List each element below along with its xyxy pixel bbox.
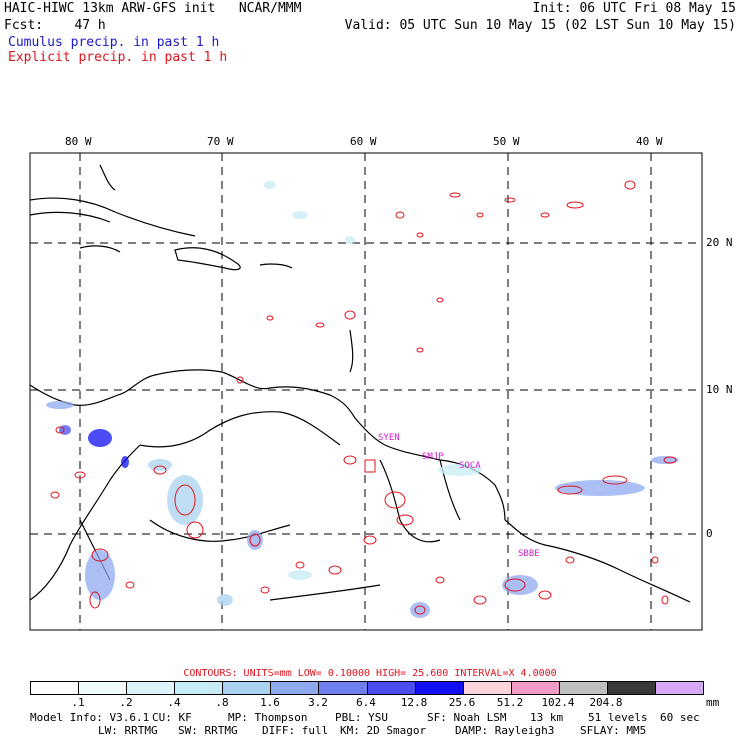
brazil-coast [504,519,691,603]
south-america-north-coast [29,369,356,419]
init-time: Init: 06 UTC Fri 08 May 15 [532,1,737,16]
scale-label: .1 [71,696,85,709]
color-scale [30,681,704,695]
lon-label-40w: 40 W [636,135,663,148]
lat-label-20n: 20 N [706,236,733,249]
guyana-border [379,459,441,543]
forecast-hour: Fcst: 47 h [4,18,106,33]
colombia-border [149,519,291,542]
scale-swatch [559,682,608,694]
scale-label: 25.6 [448,696,476,709]
hispaniola [174,247,241,271]
scale-label: 102.4 [541,696,575,709]
model-info-lw: LW: RRTMG [98,724,158,737]
lon-label-50w: 50 W [493,135,520,148]
model-info-mp: MP: Thompson [228,711,308,724]
lat-label-0: 0 [706,527,713,540]
lon-label-70w: 70 W [207,135,234,148]
scale-swatch [319,682,368,694]
model-info-timestep: 60 sec [660,711,700,724]
lon-label-80w: 80 W [65,135,92,148]
scale-swatch [31,682,80,694]
model-info-pbl: PBL: YSU [335,711,388,724]
puerto-rico [259,263,293,269]
model-info-version: Model Info: V3.6.1 [30,711,150,724]
scale-swatch [175,682,224,694]
model-info-sw: SW: RRTMG [178,724,238,737]
graticule [30,153,702,630]
scale-label: 1.6 [260,696,280,709]
scale-label: .4 [167,696,181,709]
coastlines [29,164,691,603]
lesser-antilles [349,329,354,373]
model-info-km: KM: 2D Smagor [340,724,427,737]
scale-swatch [127,682,176,694]
scale-label: 3.2 [308,696,328,709]
scale-label: 51.2 [496,696,524,709]
scale-label: 12.8 [400,696,428,709]
bahamas [99,164,116,191]
scale-swatch [223,682,272,694]
model-info-damp: DAMP: Rayleigh3 [455,724,555,737]
scale-swatch [79,682,128,694]
scale-swatch [511,682,560,694]
scale-swatch [367,682,416,694]
explicit-precip [50,180,677,615]
station-sbbe: SBBE [518,549,540,559]
model-info-sf: SF: Noah LSM [427,711,507,724]
scale-unit: mm [706,696,720,709]
model-info-res: 13 km [530,711,564,724]
scale-swatch [415,682,464,694]
model-title: HAIC-HIWC 13km ARW-GFS init NCAR/MMM [4,1,302,16]
model-info-sflay: SFLAY: MM5 [580,724,647,737]
legend-cumulus: Cumulus precip. in past 1 h [8,35,220,50]
model-info-diff: DIFF: full [262,724,329,737]
contour-info: CONTOURS: UNITS=mm LOW= 0.10000 HIGH= 25… [183,668,557,679]
scale-swatch [656,682,704,694]
scale-swatch [607,682,657,694]
station-syen: SYEN [378,433,400,443]
scale-swatch [271,682,320,694]
scale-label: 6.4 [356,696,376,709]
station-soca: SOCA [459,461,481,471]
valid-time: Valid: 05 UTC Sun 10 May 15 (02 LST Sun … [344,18,736,33]
lat-label-10n: 10 N [706,383,733,396]
scale-swatch [463,682,512,694]
cuba-south-coast [29,211,111,223]
station-smjp: SMJP [422,452,444,462]
river [269,584,381,601]
venezuela-interior [139,411,341,448]
scale-label: .2 [119,696,133,709]
scale-label: 204.8 [589,696,623,709]
legend-explicit: Explicit precip. in past 1 h [8,50,228,65]
map-frame [29,152,703,631]
jamaica [79,245,121,253]
cumulus-precip [46,181,679,618]
model-info-cu: CU: KF [152,711,192,724]
suriname-border [439,459,461,521]
lon-label-60w: 60 W [350,135,377,148]
cuba-coast [29,197,196,237]
model-info-levels: 51 levels [588,711,648,724]
scale-label: .8 [215,696,229,709]
